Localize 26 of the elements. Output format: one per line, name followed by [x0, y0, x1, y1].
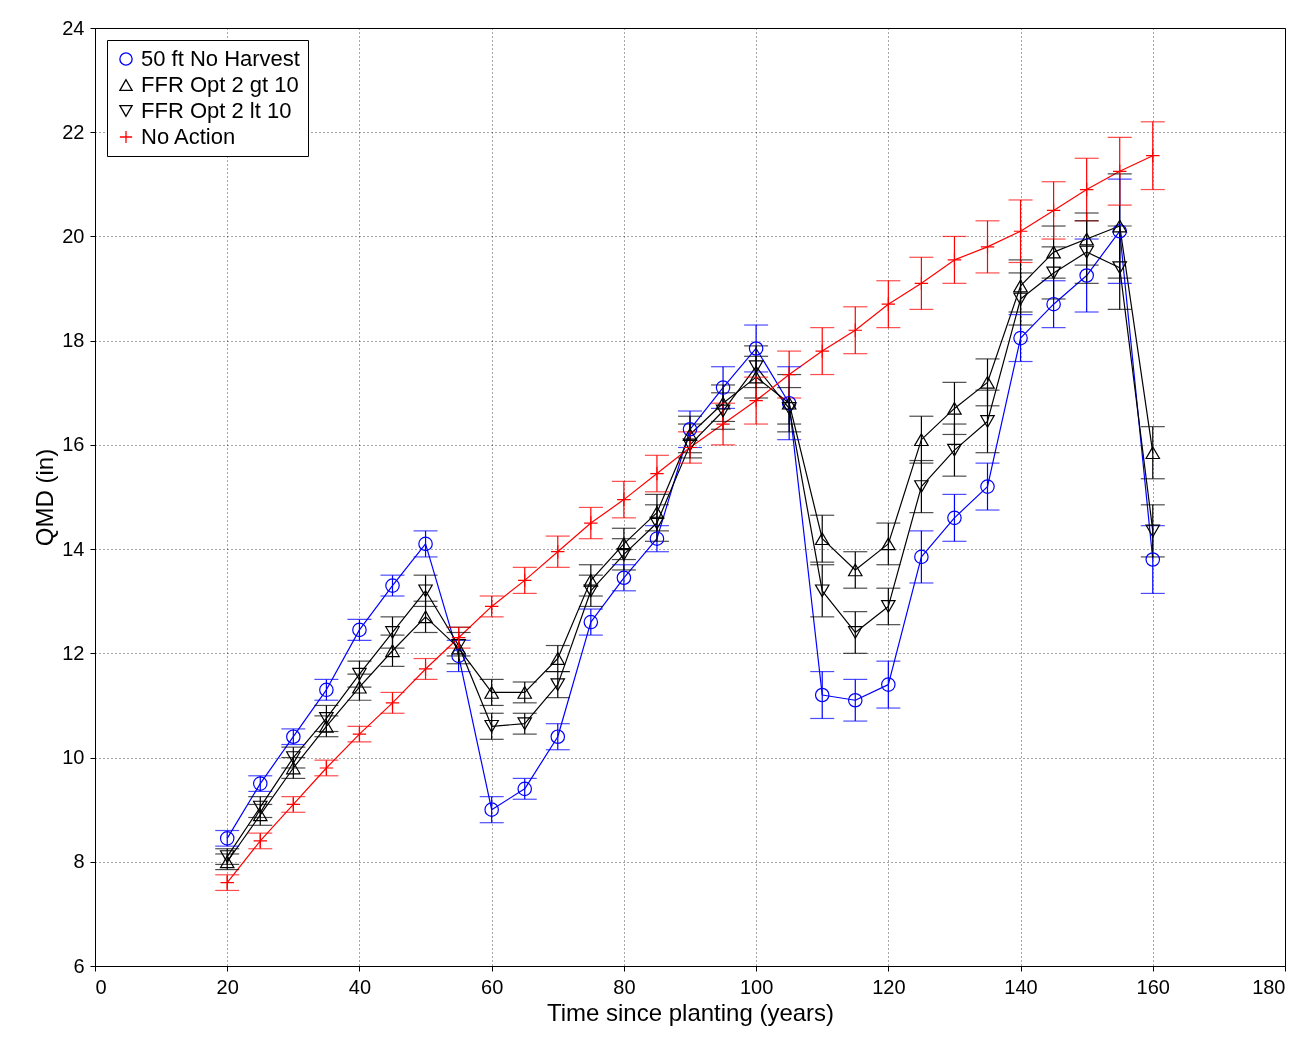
- x-tick-label: 100: [739, 975, 774, 998]
- y-tick-label: 18: [62, 329, 85, 352]
- x-tick-label: 180: [1252, 975, 1286, 998]
- y-tick-label: 20: [62, 224, 85, 247]
- y-tick-label: 10: [62, 746, 85, 769]
- legend-label: FFR Opt 2 gt 10: [141, 72, 299, 97]
- x-tick-label: 40: [348, 975, 372, 998]
- x-tick-label: 160: [1136, 975, 1170, 998]
- y-tick-label: 24: [62, 16, 85, 39]
- y-tick-label: 6: [73, 954, 85, 977]
- y-tick-label: 16: [62, 433, 85, 456]
- x-tick-label: 140: [1004, 975, 1038, 998]
- y-axis-title: QMD (in): [31, 448, 59, 547]
- x-tick-label: 80: [613, 975, 636, 998]
- y-tick-label: 12: [62, 641, 85, 664]
- x-tick-label: 20: [216, 975, 239, 998]
- x-tick-label: 120: [872, 975, 906, 998]
- y-tick-label: 8: [73, 850, 85, 873]
- y-tick-label: 22: [62, 120, 85, 143]
- x-tick-label: 0: [95, 975, 107, 998]
- x-axis-title: Time since planting (years): [546, 998, 835, 1026]
- legend-label: 50 ft No Harvest: [141, 46, 300, 71]
- y-tick-label: 14: [62, 537, 85, 560]
- legend-label: No Action: [141, 124, 236, 149]
- legend-label: FFR Opt 2 lt 10: [141, 98, 292, 123]
- x-tick-label: 60: [481, 975, 504, 998]
